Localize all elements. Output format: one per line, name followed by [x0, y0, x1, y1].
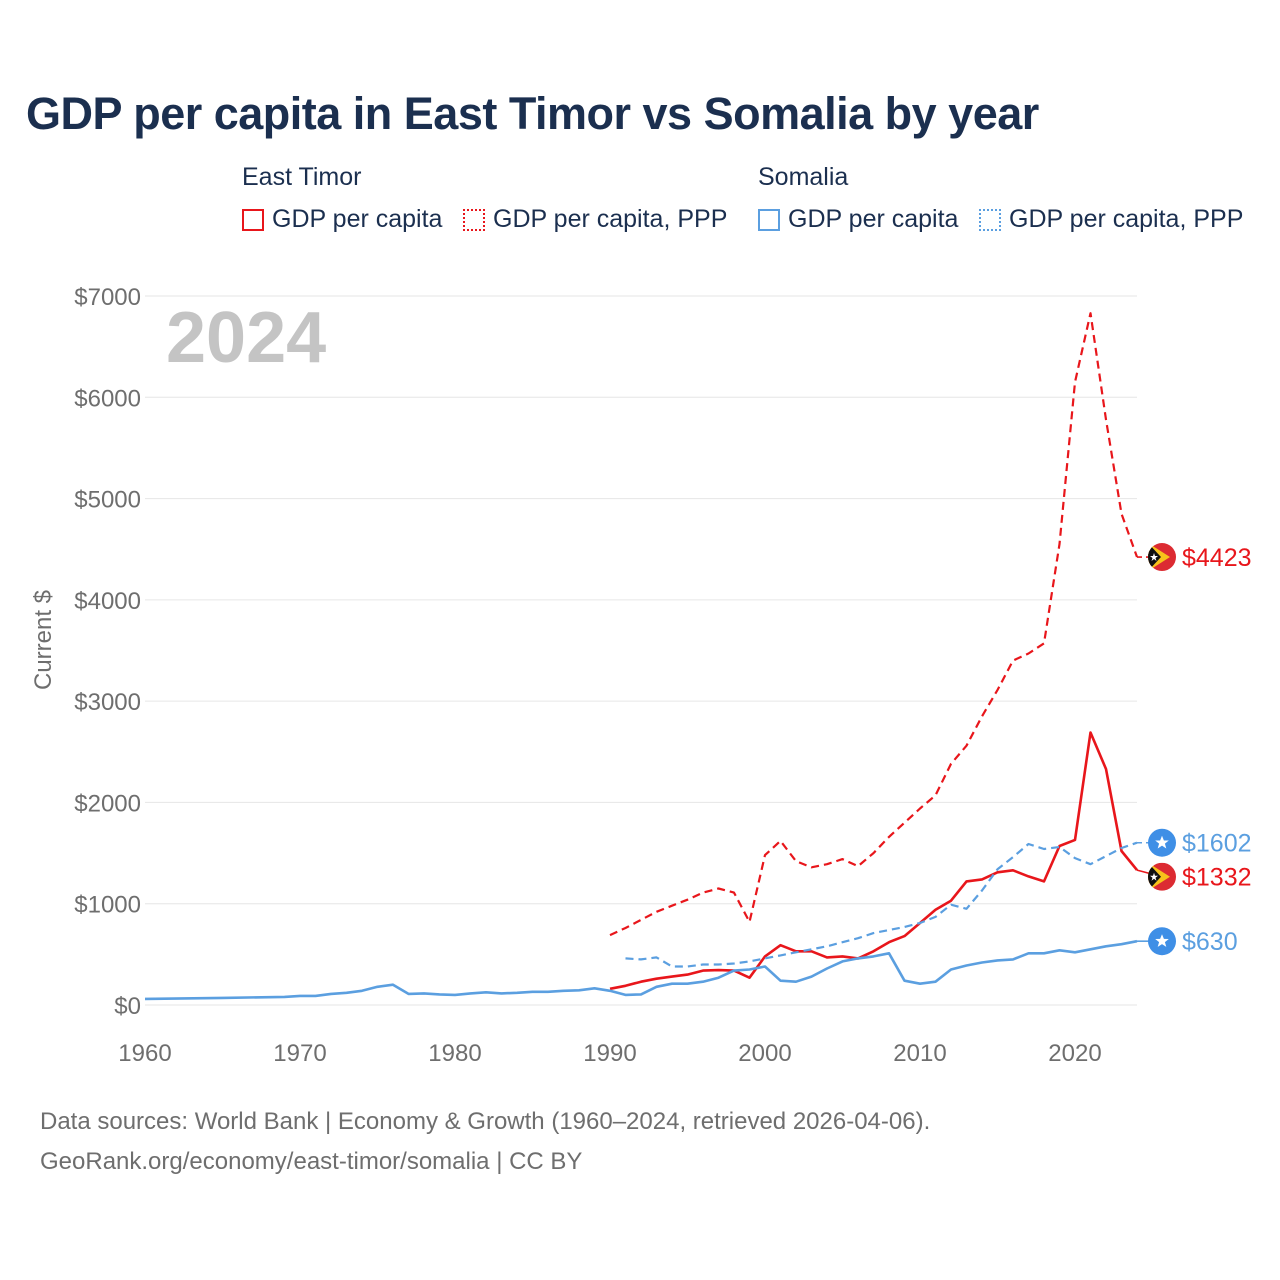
- y-tick-label: $7000: [74, 284, 141, 311]
- series-layer: [144, 312, 1139, 1001]
- series-line: [609, 312, 1139, 937]
- x-tick-label: 2000: [738, 1040, 791, 1067]
- legend-label: GDP per capita, PPP: [1009, 205, 1244, 233]
- legend-swatch-dotted: [979, 208, 1001, 231]
- series-line: [609, 731, 1139, 991]
- grid-layer: [145, 295, 1137, 1006]
- end-value-label: $1602: [1182, 830, 1252, 858]
- x-tick-label: 1990: [583, 1040, 636, 1067]
- east-timor-flag-icon: [1148, 862, 1176, 891]
- somalia-flag-icon: [1148, 927, 1176, 956]
- x-tick-label: 1980: [428, 1040, 481, 1067]
- y-tick-label: $3000: [74, 689, 141, 716]
- end-value-label: $4423: [1182, 544, 1252, 572]
- x-tick-label: 2010: [893, 1040, 946, 1067]
- legend-item-east-timor-gdp-ppp[interactable]: GDP per capita, PPP: [463, 205, 727, 234]
- end-value-label: $1332: [1182, 864, 1252, 892]
- flag-badge: [1148, 828, 1176, 857]
- y-tick-label: $0: [114, 993, 141, 1020]
- legend-label: GDP per capita: [272, 205, 443, 233]
- axis-layer: $0 $1000 $2000 $3000 $4000 $5000 $6000 $7000 196…: [74, 284, 1101, 1067]
- footer-sources: Data sources: World Bank | Economy & Gro…: [40, 1108, 931, 1135]
- x-tick-label: 1960: [118, 1040, 171, 1067]
- legend-item-somalia-gdp-ppp[interactable]: GDP per capita, PPP: [979, 205, 1243, 234]
- legend-label: GDP per capita, PPP: [493, 205, 728, 233]
- legend-swatch-solid: [242, 208, 264, 231]
- page-title: GDP per capita in East Timor vs Somalia …: [26, 88, 1039, 139]
- series-line: [625, 841, 1138, 968]
- flag-badge: [1148, 543, 1176, 572]
- flag-badge: [1148, 862, 1176, 891]
- footer-attribution: GeoRank.org/economy/east-timor/somalia |…: [40, 1148, 583, 1175]
- y-axis-title: Current $: [30, 590, 57, 690]
- end-value-label: $630: [1182, 928, 1238, 956]
- legend-group-east-timor: East Timor: [242, 163, 362, 191]
- end-marker-layer: $4423 $1602 $1332 $630: [1136, 543, 1252, 956]
- flag-badge: [1148, 927, 1176, 956]
- series-line: [144, 939, 1138, 1001]
- y-tick-label: $4000: [74, 588, 141, 615]
- somalia-flag-icon: [1148, 828, 1176, 857]
- y-tick-label: $5000: [74, 487, 141, 514]
- legend-label: GDP per capita: [788, 205, 959, 233]
- legend-group-somalia: Somalia: [758, 163, 849, 191]
- y-tick-label: $6000: [74, 385, 141, 412]
- legend-swatch-dotted: [463, 208, 485, 231]
- legend-item-somalia-gdp[interactable]: GDP per capita: [758, 205, 958, 234]
- y-tick-label: $2000: [74, 790, 141, 817]
- x-tick-label: 2020: [1048, 1040, 1101, 1067]
- legend-item-east-timor-gdp[interactable]: GDP per capita: [242, 205, 442, 234]
- east-timor-flag-icon: [1148, 543, 1176, 572]
- year-watermark: 2024: [166, 298, 326, 378]
- x-tick-label: 1970: [273, 1040, 326, 1067]
- y-tick-label: $1000: [74, 892, 141, 919]
- legend-swatch-solid: [758, 208, 780, 231]
